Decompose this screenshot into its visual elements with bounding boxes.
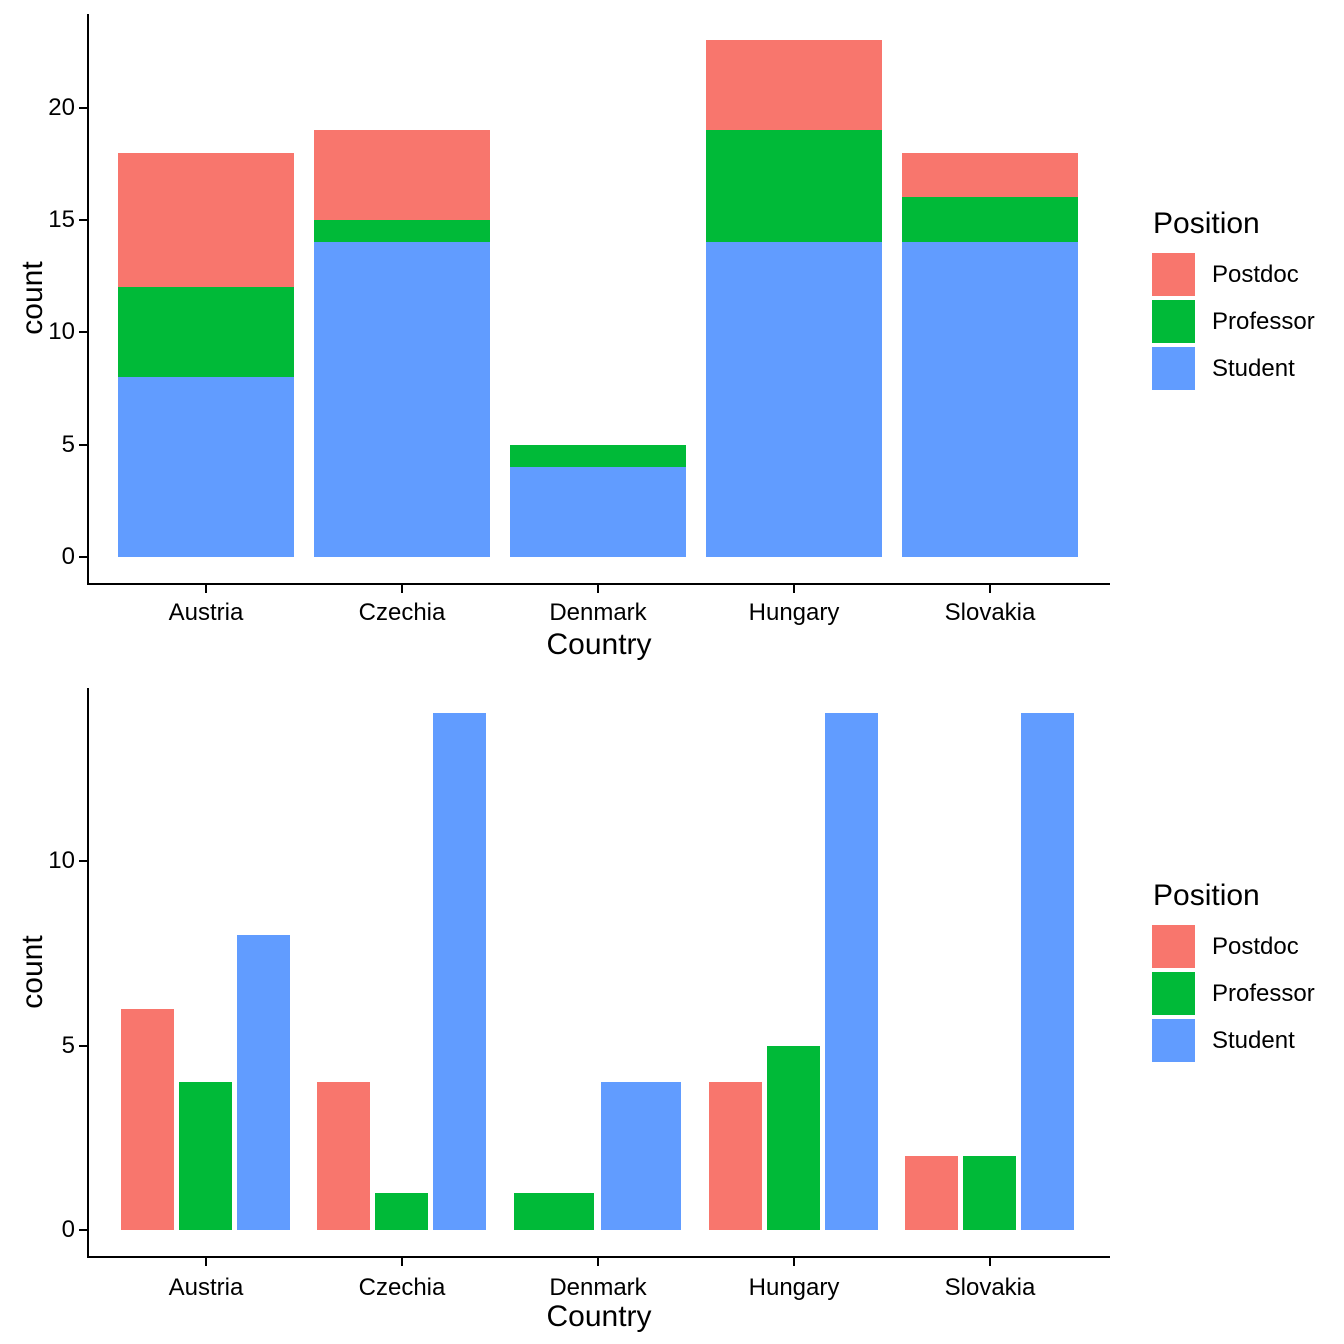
y-tick-label: 0 bbox=[61, 543, 75, 570]
x-tick-mark bbox=[401, 585, 403, 593]
bar-segment-student bbox=[902, 242, 1078, 557]
bar-professor bbox=[375, 1193, 428, 1230]
x-tick-label: Denmark bbox=[549, 599, 647, 626]
bar-postdoc bbox=[121, 1009, 174, 1230]
bar-segment-professor bbox=[706, 130, 882, 242]
legend-key-postdoc bbox=[1152, 253, 1195, 296]
x-tick-mark bbox=[205, 585, 207, 593]
x-axis-title: Country bbox=[546, 1300, 652, 1333]
y-tick-mark bbox=[79, 1229, 87, 1231]
legend-title: Position bbox=[1153, 207, 1260, 240]
x-tick-mark bbox=[793, 1258, 795, 1266]
x-tick-mark bbox=[989, 1258, 991, 1266]
y-tick-mark bbox=[79, 331, 87, 333]
x-tick-label: Hungary bbox=[748, 1274, 840, 1301]
x-tick-label: Slovakia bbox=[944, 1274, 1036, 1301]
bar-segment-student bbox=[314, 242, 490, 557]
y-tick-label: 5 bbox=[61, 431, 75, 458]
bar-postdoc bbox=[905, 1156, 958, 1230]
bar-student bbox=[237, 935, 290, 1230]
legend-key-professor bbox=[1152, 300, 1195, 343]
y-axis-title: count bbox=[16, 935, 49, 1009]
y-tick-label: 10 bbox=[48, 847, 75, 874]
bar-segment-postdoc bbox=[118, 153, 294, 287]
y-tick-label: 0 bbox=[61, 1216, 75, 1243]
bar-student bbox=[601, 1082, 681, 1230]
legend-label-postdoc: Postdoc bbox=[1212, 261, 1299, 288]
y-tick-label: 10 bbox=[48, 318, 75, 345]
y-axis-line bbox=[87, 688, 89, 1258]
y-axis-line bbox=[87, 14, 89, 585]
x-tick-mark bbox=[989, 585, 991, 593]
bar-student bbox=[433, 713, 486, 1230]
y-tick-mark bbox=[79, 444, 87, 446]
bar-professor bbox=[179, 1082, 232, 1230]
legend-label-professor: Professor bbox=[1212, 980, 1315, 1007]
bar-professor bbox=[514, 1193, 594, 1230]
x-tick-label: Hungary bbox=[748, 599, 840, 626]
bar-segment-student bbox=[118, 377, 294, 557]
y-tick-label: 5 bbox=[61, 1032, 75, 1059]
bar-segment-student bbox=[706, 242, 882, 557]
bar-postdoc bbox=[317, 1082, 370, 1230]
legend-label-professor: Professor bbox=[1212, 308, 1315, 335]
y-tick-mark bbox=[79, 1045, 87, 1047]
bar-segment-student bbox=[510, 467, 686, 557]
x-tick-label: Slovakia bbox=[944, 599, 1036, 626]
legend-label-postdoc: Postdoc bbox=[1212, 933, 1299, 960]
x-tick-label: Denmark bbox=[549, 1274, 647, 1301]
legend-key-postdoc bbox=[1152, 925, 1195, 968]
bar-professor bbox=[963, 1156, 1016, 1230]
legend-label-student: Student bbox=[1212, 355, 1295, 382]
bar-professor bbox=[767, 1046, 820, 1230]
y-tick-mark bbox=[79, 860, 87, 862]
legend-key-professor bbox=[1152, 972, 1195, 1015]
x-tick-mark bbox=[793, 585, 795, 593]
bar-segment-postdoc bbox=[902, 153, 1078, 197]
legend-key-student bbox=[1152, 1019, 1195, 1062]
y-tick-mark bbox=[79, 107, 87, 109]
bar-segment-professor bbox=[118, 287, 294, 377]
y-tick-mark bbox=[79, 219, 87, 221]
x-tick-label: Austria bbox=[168, 1274, 244, 1301]
bar-segment-postdoc bbox=[706, 40, 882, 130]
x-tick-label: Czechia bbox=[358, 599, 446, 626]
x-tick-mark bbox=[597, 1258, 599, 1266]
bar-segment-professor bbox=[902, 197, 1078, 242]
x-tick-label: Austria bbox=[168, 599, 244, 626]
bar-student bbox=[1021, 713, 1074, 1230]
y-tick-label: 20 bbox=[48, 94, 75, 121]
bar-postdoc bbox=[709, 1082, 762, 1230]
legend-label-student: Student bbox=[1212, 1027, 1295, 1054]
bar-segment-professor bbox=[314, 220, 490, 242]
legend-title: Position bbox=[1153, 879, 1260, 912]
x-tick-mark bbox=[205, 1258, 207, 1266]
x-axis-title: Country bbox=[546, 628, 652, 661]
bar-student bbox=[825, 713, 878, 1230]
y-tick-label: 15 bbox=[48, 206, 75, 233]
bar-segment-postdoc bbox=[314, 130, 490, 220]
x-tick-mark bbox=[597, 585, 599, 593]
x-axis-line bbox=[87, 583, 1110, 585]
y-tick-mark bbox=[79, 556, 87, 558]
x-tick-label: Czechia bbox=[358, 1274, 446, 1301]
x-tick-mark bbox=[401, 1258, 403, 1266]
legend-key-student bbox=[1152, 347, 1195, 390]
bar-segment-professor bbox=[510, 445, 686, 467]
x-axis-line bbox=[87, 1256, 1110, 1258]
